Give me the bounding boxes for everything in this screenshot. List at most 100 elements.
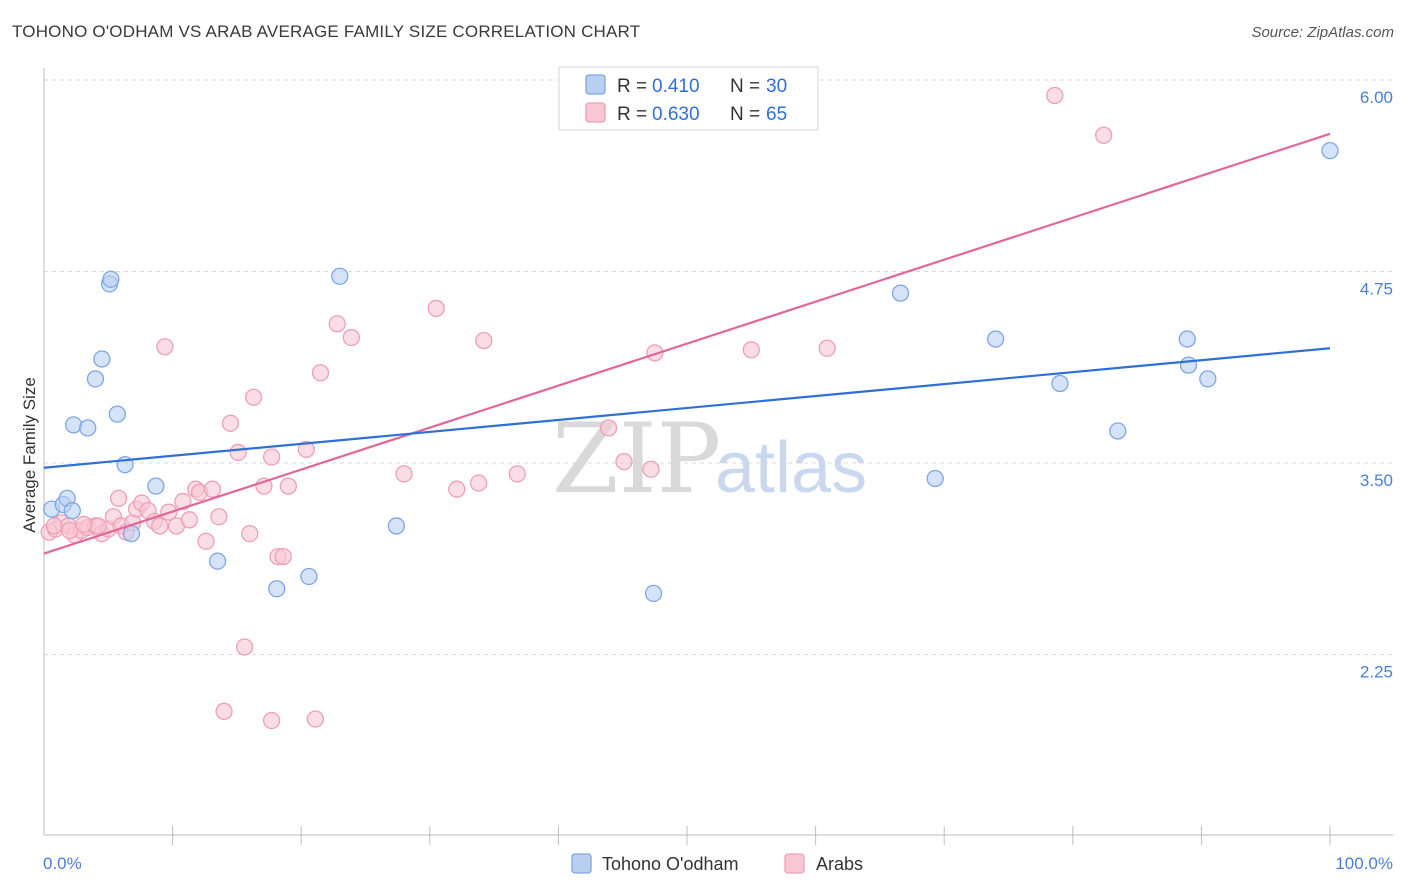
tohono-point xyxy=(268,580,286,598)
arabs-point xyxy=(241,524,259,543)
legend-r-label-1: R = xyxy=(617,104,647,125)
arabs-point xyxy=(274,547,292,566)
x-tick-label-start: 0.0% xyxy=(43,854,82,873)
arabs-point xyxy=(244,388,263,406)
arabs-point xyxy=(215,702,233,720)
y-tick-label: 6.00 xyxy=(1360,88,1393,107)
arabs-point xyxy=(297,440,315,459)
trend-lines xyxy=(43,132,1331,555)
legend-swatch-arabs xyxy=(585,102,606,123)
arabs-points xyxy=(40,86,1113,730)
arabs-point xyxy=(475,331,493,350)
axes: 2.25 3.50 4.75 6.00 xyxy=(43,68,1393,845)
source-label: Source: ZipAtlas.com xyxy=(1251,24,1394,41)
arabs-point xyxy=(109,489,128,508)
y-tick-label: 3.50 xyxy=(1360,471,1393,490)
watermark-zip: ZIP xyxy=(552,403,721,515)
arabs-point xyxy=(1046,86,1064,105)
tohono-point xyxy=(1109,422,1127,440)
tohono-point xyxy=(300,567,318,586)
tohono-point xyxy=(86,370,105,388)
watermark-atlas: atlas xyxy=(715,428,867,508)
arabs-point xyxy=(311,364,330,382)
arabs-point xyxy=(427,299,445,318)
arabs-point xyxy=(235,638,254,656)
legend-r-value-1: 0.630 xyxy=(652,104,700,125)
arabs-trend-line xyxy=(43,132,1331,555)
x-tick-label-end: 100.0% xyxy=(1335,854,1393,873)
arabs-point xyxy=(1095,126,1113,144)
tohono-point xyxy=(64,416,83,434)
arabs-point xyxy=(470,474,488,492)
arabs-point xyxy=(642,460,660,478)
tohono-point xyxy=(1178,330,1196,348)
arabs-point xyxy=(89,517,107,535)
arabs-point xyxy=(229,443,247,462)
legend-r-value-0: 0.410 xyxy=(652,76,700,97)
tohono-points xyxy=(43,141,1339,603)
arabs-point xyxy=(197,532,215,550)
arabs-point xyxy=(306,710,324,728)
chart-title: TOHONO O'ODHAM VS ARAB AVERAGE FAMILY SI… xyxy=(12,22,641,41)
arabs-point xyxy=(203,480,222,498)
correlation-legend: R = 0.410 N = 30 R = 0.630 N = 65 xyxy=(558,66,819,131)
arabs-point xyxy=(742,341,760,359)
series-legend-label-tohono: Tohono O'odham xyxy=(602,854,739,874)
tohono-point xyxy=(986,330,1005,348)
tohono-point xyxy=(1199,370,1217,388)
arabs-point xyxy=(151,517,169,535)
tohono-point xyxy=(926,469,944,488)
arabs-point xyxy=(174,492,192,511)
arabs-point xyxy=(328,315,346,333)
tohono-point xyxy=(891,284,910,302)
tohono-point xyxy=(122,524,141,543)
tohono-point xyxy=(1179,356,1198,374)
arabs-point xyxy=(180,511,198,529)
tohono-point xyxy=(387,517,406,535)
arabs-point xyxy=(156,338,174,356)
tohono-point xyxy=(1051,374,1069,393)
tohono-point xyxy=(63,501,81,520)
legend-r-label-0: R = xyxy=(617,76,647,97)
y-tick-label: 4.75 xyxy=(1360,280,1393,299)
legend-n-value-1: 65 xyxy=(766,104,787,125)
arabs-point xyxy=(508,465,526,483)
series-legend-swatch-arabs xyxy=(784,853,805,874)
series-legend: Tohono O'odham Arabs xyxy=(571,853,863,874)
y-axis-label: Average Family Size xyxy=(20,377,39,533)
arabs-point xyxy=(221,414,240,432)
tohono-point xyxy=(644,584,663,603)
tohono-point xyxy=(93,350,111,368)
legend-n-label-0: N = xyxy=(730,76,760,97)
arabs-point xyxy=(75,515,93,534)
tohono-point xyxy=(1321,141,1339,160)
arabs-point xyxy=(646,344,664,362)
arabs-point xyxy=(448,480,466,498)
tohono-point xyxy=(108,405,126,423)
y-tick-label: 2.25 xyxy=(1360,663,1393,682)
arabs-point xyxy=(61,521,79,540)
tohono-point xyxy=(147,477,165,495)
legend-swatch-tohono xyxy=(585,74,606,95)
arabs-point xyxy=(342,328,361,347)
arabs-point xyxy=(615,452,633,471)
arabs-point xyxy=(262,448,281,466)
series-legend-swatch-tohono xyxy=(571,853,592,874)
arabs-point xyxy=(45,517,63,535)
tohono-point xyxy=(102,270,120,288)
tohono-point xyxy=(79,419,97,437)
arabs-point xyxy=(262,711,281,730)
tohono-point xyxy=(331,267,349,285)
tohono-point xyxy=(208,552,227,570)
arabs-point xyxy=(599,419,618,437)
arabs-point xyxy=(818,339,836,357)
tohono-trend-line xyxy=(43,347,1331,469)
legend-n-value-0: 30 xyxy=(766,76,787,97)
arabs-point xyxy=(395,465,413,483)
series-legend-label-arabs: Arabs xyxy=(816,854,863,874)
legend-n-label-1: N = xyxy=(730,104,760,125)
arabs-point xyxy=(210,508,228,526)
arabs-point xyxy=(279,477,297,495)
watermark: ZIP atlas xyxy=(552,403,867,515)
